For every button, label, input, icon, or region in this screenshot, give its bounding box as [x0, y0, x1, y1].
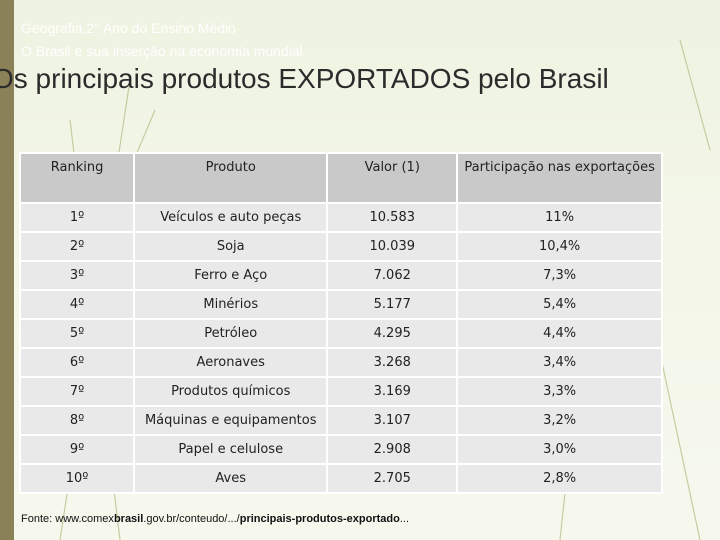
cell-participacao: 10,4%: [456, 231, 663, 262]
source-url-part: ...: [399, 513, 410, 525]
cell-valor: 4.295: [326, 318, 459, 349]
topic-line: O Brasil e sua inserção na economia mund…: [21, 43, 303, 59]
cell-participacao: 2,8%: [456, 463, 663, 494]
source-url-bold: brasil: [113, 513, 144, 525]
table-header-row: Ranking Produto Valor (1) Participação n…: [18, 152, 663, 204]
cell-produto: Produtos químicos: [133, 376, 329, 407]
table-row: 10º Aves 2.705 2,8%: [18, 463, 663, 494]
header-ranking: Ranking: [18, 152, 136, 204]
cell-participacao: 4,4%: [456, 318, 663, 349]
cell-valor: 5.177: [326, 289, 459, 320]
table-row: 2º Soja 10.039 10,4%: [18, 231, 663, 262]
left-accent-bar: [0, 0, 14, 540]
cell-ranking: 6º: [18, 347, 136, 378]
cell-valor: 10.039: [326, 231, 459, 262]
source-label: Fonte:: [21, 513, 56, 525]
table-row: 1º Veículos e auto peças 10.583 11%: [18, 202, 663, 233]
cell-valor: 3.169: [326, 376, 459, 407]
header-valor: Valor (1): [326, 152, 459, 204]
header-produto: Produto: [133, 152, 329, 204]
cell-participacao: 5,4%: [456, 289, 663, 320]
header-participacao: Participação nas exportações: [456, 152, 663, 204]
table-row: 3º Ferro e Aço 7.062 7,3%: [18, 260, 663, 291]
cell-produto: Papel e celulose: [133, 434, 329, 465]
cell-valor: 2.908: [326, 434, 459, 465]
cell-participacao: 3,3%: [456, 376, 663, 407]
source-url-part: www.comex: [55, 513, 114, 525]
cell-ranking: 8º: [18, 405, 136, 436]
source-link[interactable]: www.comexbrasil.gov.br/conteudo/.../prin…: [55, 513, 409, 525]
cell-ranking: 9º: [18, 434, 136, 465]
cell-valor: 10.583: [326, 202, 459, 233]
source-url-part: .gov.br/conteudo/.../: [143, 513, 240, 525]
exports-table: Ranking Produto Valor (1) Participação n…: [18, 152, 663, 494]
cell-ranking: 3º: [18, 260, 136, 291]
cell-valor: 2.705: [326, 463, 459, 494]
cell-ranking: 7º: [18, 376, 136, 407]
source-url-bold: principais-produtos-exportado: [239, 513, 400, 525]
cell-participacao: 11%: [456, 202, 663, 233]
cell-valor: 3.107: [326, 405, 459, 436]
table-row: 5º Petróleo 4.295 4,4%: [18, 318, 663, 349]
cell-produto: Aeronaves: [133, 347, 329, 378]
cell-ranking: 1º: [18, 202, 136, 233]
cell-valor: 7.062: [326, 260, 459, 291]
cell-produto: Veículos e auto peças: [133, 202, 329, 233]
cell-valor: 3.268: [326, 347, 459, 378]
cell-ranking: 10º: [18, 463, 136, 494]
table-row: 8º Máquinas e equipamentos 3.107 3,2%: [18, 405, 663, 436]
slide-title: Os principais produtos EXPORTADOS pelo B…: [0, 63, 609, 94]
cell-participacao: 3,0%: [456, 434, 663, 465]
cell-ranking: 4º: [18, 289, 136, 320]
source-footer: Fonte: www.comexbrasil.gov.br/conteudo/.…: [21, 513, 409, 525]
table-row: 6º Aeronaves 3.268 3,4%: [18, 347, 663, 378]
subject-line: Geografia,2° Ano do Ensino Médio: [21, 20, 236, 36]
cell-participacao: 3,2%: [456, 405, 663, 436]
cell-produto: Aves: [133, 463, 329, 494]
cell-produto: Soja: [133, 231, 329, 262]
cell-ranking: 5º: [18, 318, 136, 349]
table-row: 4º Minérios 5.177 5,4%: [18, 289, 663, 320]
table-row: 9º Papel e celulose 2.908 3,0%: [18, 434, 663, 465]
cell-produto: Minérios: [133, 289, 329, 320]
table-row: 7º Produtos químicos 3.169 3,3%: [18, 376, 663, 407]
cell-produto: Petróleo: [133, 318, 329, 349]
cell-produto: Máquinas e equipamentos: [133, 405, 329, 436]
cell-participacao: 7,3%: [456, 260, 663, 291]
cell-participacao: 3,4%: [456, 347, 663, 378]
cell-produto: Ferro e Aço: [133, 260, 329, 291]
cell-ranking: 2º: [18, 231, 136, 262]
